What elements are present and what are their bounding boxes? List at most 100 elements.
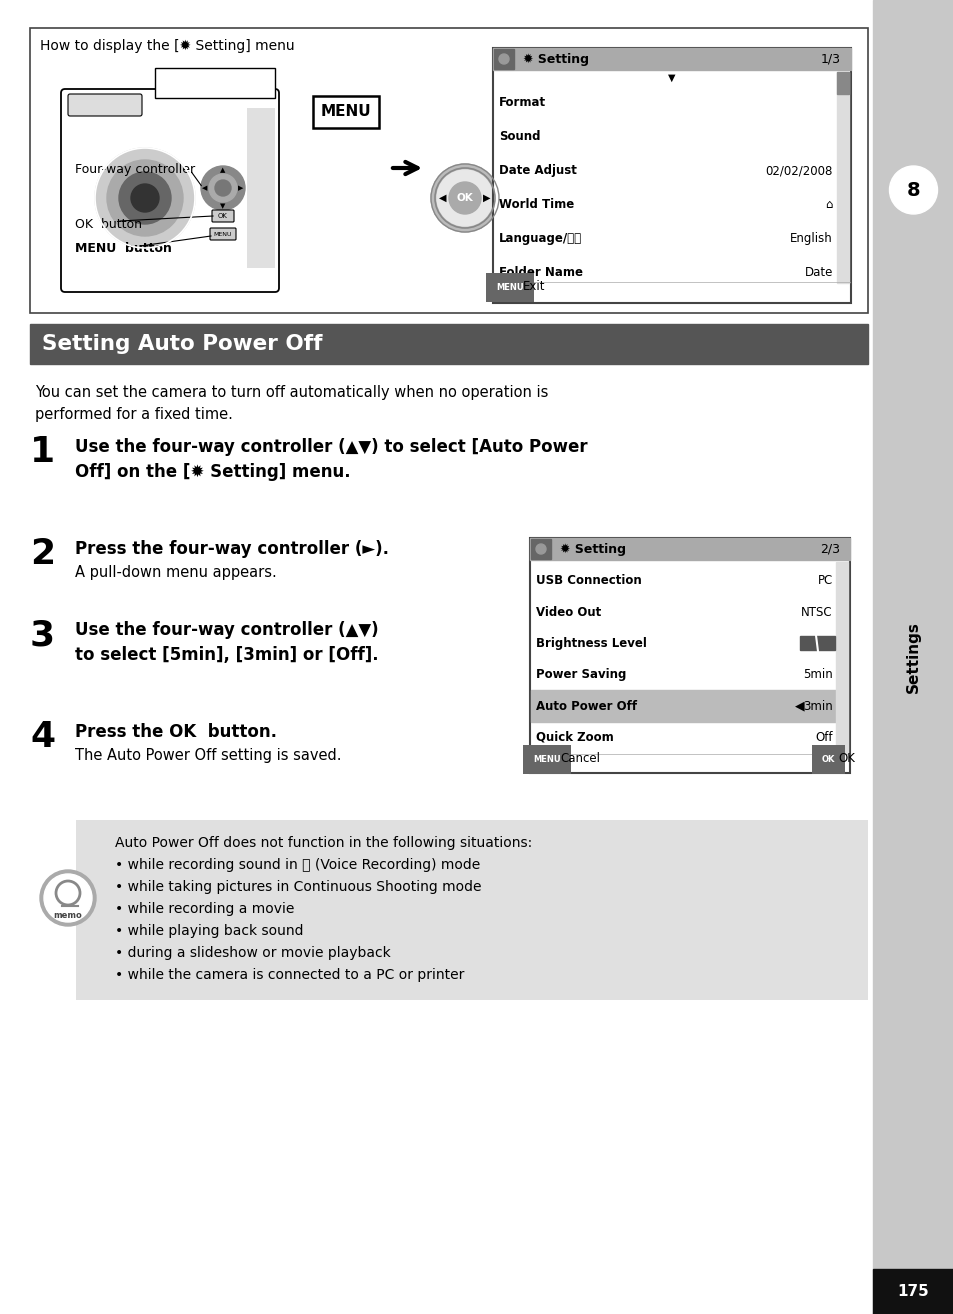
Text: Video Out: Video Out [536, 606, 600, 619]
Text: Sound: Sound [498, 130, 540, 143]
Text: PC: PC [817, 574, 832, 587]
Circle shape [40, 870, 96, 926]
Text: MENU  button: MENU button [75, 242, 172, 255]
Bar [872, 1269, 953, 1314]
Text: • while taking pictures in Continuous Shooting mode: • while taking pictures in Continuous Sh… [115, 880, 481, 894]
Text: How to display the [✹ Setting] menu: How to display the [✹ Setting] menu [40, 39, 294, 53]
Text: OK: OK [821, 754, 835, 763]
Text: 1/3: 1/3 [821, 53, 841, 66]
Text: Settings: Settings [905, 622, 920, 692]
Text: Press the four-way controller (►).: Press the four-way controller (►). [75, 540, 389, 558]
Circle shape [536, 544, 545, 555]
Text: 175: 175 [897, 1284, 928, 1300]
Text: 2/3: 2/3 [820, 543, 840, 556]
Circle shape [131, 184, 159, 212]
Text: Off: Off [815, 731, 832, 744]
Text: Press the OK  button.: Press the OK button. [75, 723, 276, 741]
Text: A pull-down menu appears.: A pull-down menu appears. [75, 565, 276, 579]
Bar [493, 49, 850, 70]
Bar [872, 0, 953, 1314]
Text: 8: 8 [905, 180, 920, 200]
Text: ▶: ▶ [483, 193, 490, 202]
Circle shape [431, 164, 498, 233]
Bar [531, 539, 551, 558]
Text: World Time: World Time [498, 198, 574, 212]
Text: 3min: 3min [802, 699, 832, 712]
Text: ▶: ▶ [238, 185, 243, 191]
Bar [835, 562, 847, 753]
Bar [154, 68, 274, 99]
Text: 4: 4 [30, 720, 55, 754]
Circle shape [498, 54, 509, 64]
Text: ◀: ◀ [795, 699, 804, 712]
Text: ✹ Setting: ✹ Setting [522, 53, 588, 66]
Text: You can set the camera to turn off automatically when no operation is: You can set the camera to turn off autom… [35, 385, 548, 399]
Text: Format: Format [498, 96, 545, 109]
Text: Setting Auto Power Off: Setting Auto Power Off [42, 334, 322, 353]
Text: Power Saving: Power Saving [536, 668, 626, 681]
Text: 5min: 5min [802, 668, 832, 681]
Bar [530, 537, 849, 773]
Bar [836, 72, 848, 283]
Text: Auto Power Off does not function in the following situations:: Auto Power Off does not function in the … [115, 836, 532, 850]
Text: ◀: ◀ [202, 185, 208, 191]
Bar [493, 49, 850, 304]
Text: • while the camera is connected to a PC or printer: • while the camera is connected to a PC … [115, 968, 464, 982]
Text: MENU: MENU [320, 105, 371, 120]
Circle shape [201, 166, 245, 210]
Text: NTSC: NTSC [801, 606, 832, 619]
Circle shape [449, 183, 480, 214]
Circle shape [119, 172, 171, 223]
Bar [30, 325, 867, 364]
Text: Cancel: Cancel [559, 753, 599, 766]
Text: ▼: ▼ [220, 202, 226, 209]
Text: Date Adjust: Date Adjust [498, 164, 577, 177]
Text: 3: 3 [30, 618, 55, 652]
Text: Auto Power Off: Auto Power Off [536, 699, 637, 712]
Text: ⌂: ⌂ [824, 198, 832, 212]
Bar [247, 108, 274, 268]
Bar [494, 49, 514, 70]
Text: 02/02/2008: 02/02/2008 [765, 164, 832, 177]
Bar [531, 690, 835, 721]
Bar [836, 72, 848, 95]
Circle shape [436, 170, 493, 226]
Text: Four-way controller: Four-way controller [75, 163, 195, 176]
Circle shape [214, 180, 231, 196]
Text: MENU: MENU [533, 754, 560, 763]
FancyBboxPatch shape [313, 96, 378, 127]
Text: • while recording sound in 🎤 (Voice Recording) mode: • while recording sound in 🎤 (Voice Reco… [115, 858, 479, 872]
Text: Language/言語: Language/言語 [498, 231, 581, 244]
Text: • while recording a movie: • while recording a movie [115, 901, 294, 916]
Circle shape [107, 160, 183, 237]
FancyBboxPatch shape [210, 229, 235, 240]
Text: Folder Name: Folder Name [498, 265, 582, 279]
Bar [530, 537, 849, 560]
Text: ▼: ▼ [667, 74, 675, 83]
Text: ▲: ▲ [220, 167, 226, 173]
Text: • during a slideshow or movie playback: • during a slideshow or movie playback [115, 946, 391, 961]
Text: ◀: ◀ [438, 193, 446, 202]
Text: Date: Date [803, 265, 832, 279]
Text: Use the four-way controller (▲▼)
to select [5min], [3min] or [Off].: Use the four-way controller (▲▼) to sele… [75, 622, 378, 664]
Text: • while playing back sound: • while playing back sound [115, 924, 303, 938]
Bar [76, 820, 867, 1000]
Text: The Auto Power Off setting is saved.: The Auto Power Off setting is saved. [75, 748, 341, 763]
Text: 2: 2 [30, 537, 55, 572]
Circle shape [209, 173, 236, 202]
FancyBboxPatch shape [68, 95, 142, 116]
Text: 1: 1 [30, 435, 55, 469]
Circle shape [888, 166, 937, 214]
Text: OK: OK [456, 193, 473, 202]
Text: OK: OK [218, 213, 228, 219]
Text: Exit: Exit [522, 280, 545, 293]
FancyBboxPatch shape [212, 210, 233, 222]
Bar [30, 28, 867, 313]
Text: OK  button: OK button [75, 218, 142, 230]
Text: Use the four-way controller (▲▼) to select [Auto Power
Off] on the [✹ Setting] m: Use the four-way controller (▲▼) to sele… [75, 438, 587, 481]
Text: USB Connection: USB Connection [536, 574, 641, 587]
Text: Quick Zoom: Quick Zoom [536, 731, 613, 744]
Text: performed for a fixed time.: performed for a fixed time. [35, 407, 233, 422]
Text: ✹ Setting: ✹ Setting [559, 543, 625, 556]
Circle shape [44, 874, 91, 922]
